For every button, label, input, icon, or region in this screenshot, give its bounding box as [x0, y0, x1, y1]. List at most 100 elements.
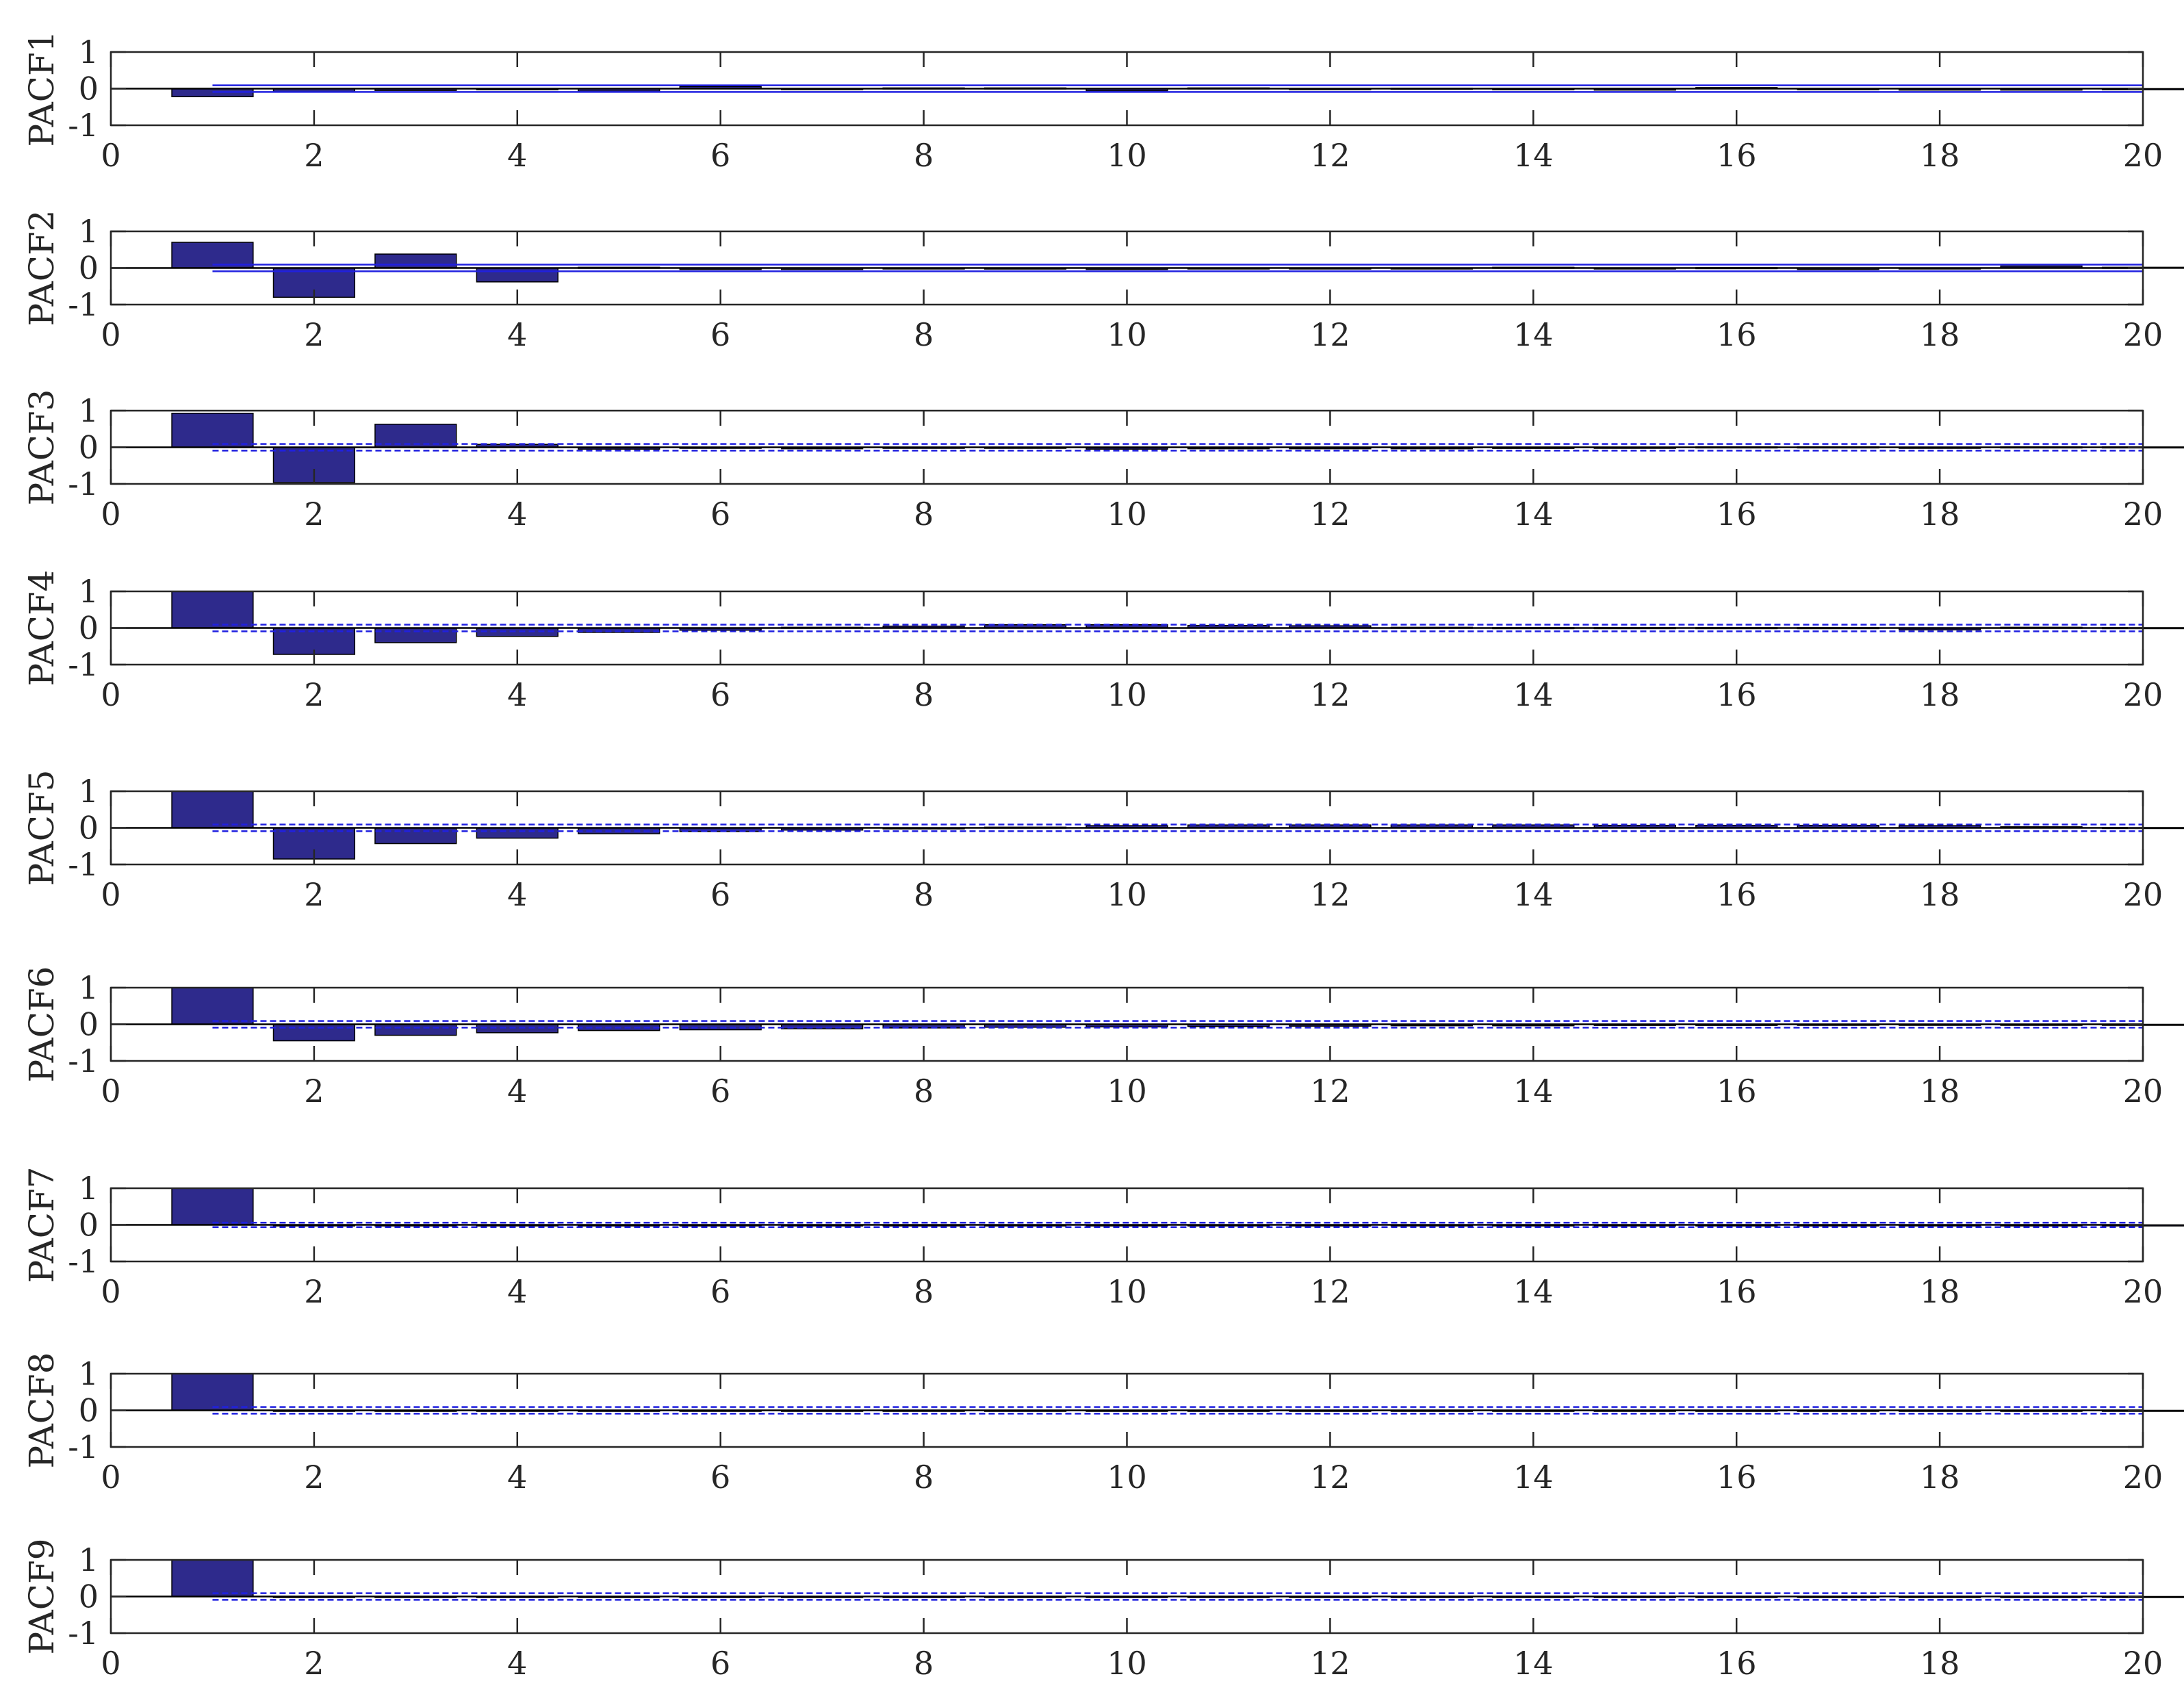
y-axis-label: PACF9	[22, 1539, 62, 1655]
x-tick-label: 20	[2123, 316, 2163, 353]
pacf-bar	[374, 827, 457, 845]
y-axis-label: PACF4	[22, 570, 62, 687]
x-tick-label: 2	[304, 1273, 324, 1310]
y-tick-label: -1	[68, 1615, 99, 1652]
x-tick-label: 10	[1107, 876, 1147, 913]
y-tick-label: 0	[79, 70, 99, 107]
pacf-bar	[171, 1373, 254, 1411]
x-tick-label: 18	[1920, 496, 1960, 533]
x-tick-label: 18	[1920, 876, 1960, 913]
y-tick-label: -1	[68, 286, 99, 323]
x-tick-label: 6	[710, 676, 730, 713]
x-tick-label: 8	[914, 1073, 934, 1110]
pacf-bar	[476, 1023, 558, 1034]
x-tick-label: 2	[304, 137, 324, 174]
y-tick-label: 0	[79, 250, 99, 287]
x-tick-label: 12	[1310, 316, 1350, 353]
x-tick-label: 4	[507, 316, 527, 353]
x-tick-label: 16	[1717, 1273, 1757, 1310]
x-tick-label: 0	[101, 1645, 120, 1682]
pacf-bar	[374, 1023, 457, 1036]
y-tick-label: 0	[79, 1006, 99, 1043]
x-tick-label: 2	[304, 1645, 324, 1682]
y-tick-label: -1	[68, 1428, 99, 1465]
y-tick-label: 1	[79, 969, 99, 1006]
y-axis-label: PACF8	[22, 1353, 62, 1469]
x-tick-label: 2	[304, 496, 324, 533]
x-tick-label: 14	[1513, 876, 1554, 913]
y-tick-label: -1	[68, 465, 99, 502]
y-tick-label: 1	[79, 392, 99, 429]
x-tick-label: 20	[2123, 1073, 2163, 1110]
x-tick-label: 6	[710, 1073, 730, 1110]
x-tick-label: 20	[2123, 137, 2163, 174]
x-tick-label: 14	[1513, 1645, 1554, 1682]
x-tick-label: 2	[304, 1459, 324, 1496]
x-tick-label: 14	[1513, 676, 1554, 713]
x-tick-label: 16	[1717, 876, 1757, 913]
x-tick-label: 2	[304, 316, 324, 353]
x-tick-label: 6	[710, 1459, 730, 1496]
x-tick-label: 12	[1310, 676, 1350, 713]
x-tick-label: 16	[1717, 316, 1757, 353]
x-tick-label: 16	[1717, 137, 1757, 174]
x-tick-label: 10	[1107, 1645, 1147, 1682]
x-tick-label: 20	[2123, 676, 2163, 713]
pacf-bar	[374, 253, 457, 269]
x-tick-label: 4	[507, 1273, 527, 1310]
y-tick-label: 0	[79, 1207, 99, 1244]
y-axis-label: PACF7	[22, 1167, 62, 1283]
x-tick-label: 4	[507, 137, 527, 174]
pacf-bar	[476, 827, 558, 839]
x-tick-label: 12	[1310, 137, 1350, 174]
x-tick-label: 8	[914, 676, 934, 713]
y-tick-label: 0	[79, 429, 99, 466]
pacf-bar	[171, 987, 254, 1025]
x-tick-label: 16	[1717, 1459, 1757, 1496]
x-tick-label: 2	[304, 876, 324, 913]
x-tick-label: 12	[1310, 1273, 1350, 1310]
y-tick-label: -1	[68, 1042, 99, 1079]
x-tick-label: 14	[1513, 316, 1554, 353]
x-tick-label: 0	[101, 876, 120, 913]
y-tick-label: 1	[79, 213, 99, 250]
y-tick-label: -1	[68, 846, 99, 883]
x-tick-label: 10	[1107, 316, 1147, 353]
y-tick-label: 0	[79, 610, 99, 647]
x-tick-label: 0	[101, 1073, 120, 1110]
x-tick-label: 12	[1310, 1645, 1350, 1682]
y-tick-label: -1	[68, 107, 99, 144]
x-tick-label: 18	[1920, 1459, 1960, 1496]
x-tick-label: 0	[101, 137, 120, 174]
x-tick-label: 14	[1513, 1273, 1554, 1310]
x-tick-label: 10	[1107, 1273, 1147, 1310]
x-tick-label: 0	[101, 1273, 120, 1310]
x-tick-label: 8	[914, 1459, 934, 1496]
x-tick-label: 18	[1920, 137, 1960, 174]
y-axis-label: PACF3	[22, 389, 62, 506]
x-tick-label: 10	[1107, 1073, 1147, 1110]
x-tick-label: 20	[2123, 1459, 2163, 1496]
y-tick-label: 0	[79, 1392, 99, 1429]
x-tick-label: 20	[2123, 1645, 2163, 1682]
y-tick-label: 1	[79, 1541, 99, 1578]
x-tick-label: 10	[1107, 137, 1147, 174]
x-tick-label: 6	[710, 876, 730, 913]
x-tick-label: 4	[507, 1459, 527, 1496]
x-tick-label: 6	[710, 137, 730, 174]
y-tick-label: -1	[68, 646, 99, 683]
x-tick-label: 0	[101, 1459, 120, 1496]
x-tick-label: 18	[1920, 1273, 1960, 1310]
x-tick-label: 0	[101, 676, 120, 713]
pacf-bar	[374, 627, 457, 643]
x-tick-label: 18	[1920, 676, 1960, 713]
x-tick-label: 18	[1920, 1073, 1960, 1110]
y-axis-label: PACF5	[22, 770, 62, 886]
pacf-bar	[171, 1188, 254, 1226]
